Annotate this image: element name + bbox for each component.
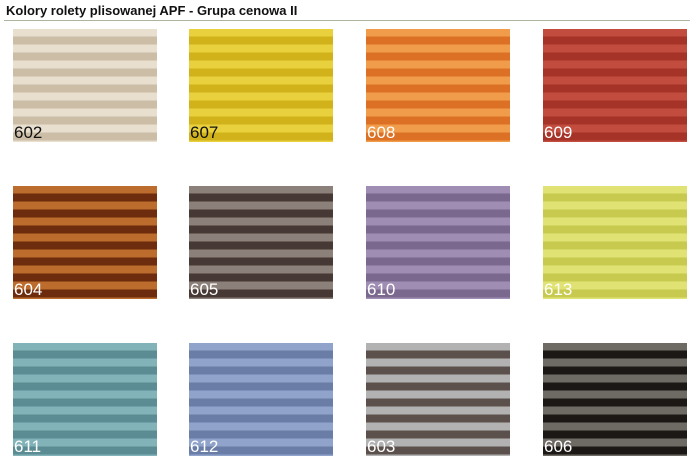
swatch-code-label: 613 <box>544 280 573 299</box>
swatch-code-label: 606 <box>544 437 573 456</box>
color-swatch-604[interactable]: 604 <box>13 186 157 299</box>
swatch-code-label: 604 <box>14 280 43 299</box>
color-swatch-611[interactable]: 611 <box>13 343 157 456</box>
title-divider <box>4 20 690 21</box>
swatch-code-label: 607 <box>190 123 219 142</box>
swatch-code-label: 610 <box>367 280 396 299</box>
color-swatch-606[interactable]: 606 <box>543 343 687 456</box>
swatch-code-label: 603 <box>367 437 396 456</box>
color-swatch-603[interactable]: 603 <box>366 343 510 456</box>
swatch-code-label: 608 <box>367 123 396 142</box>
color-swatch-608[interactable]: 608 <box>366 29 510 142</box>
color-swatch-605[interactable]: 605 <box>189 186 333 299</box>
swatch-code-label: 609 <box>544 123 573 142</box>
color-swatch-612[interactable]: 612 <box>189 343 333 456</box>
page-title: Kolory rolety plisowanej APF - Grupa cen… <box>6 3 298 18</box>
color-swatch-610[interactable]: 610 <box>366 186 510 299</box>
color-swatch-607[interactable]: 607 <box>189 29 333 142</box>
color-swatch-602[interactable]: 602 <box>13 29 157 142</box>
swatch-code-label: 611 <box>14 437 42 456</box>
swatch-code-label: 612 <box>190 437 219 456</box>
swatch-code-label: 602 <box>14 123 43 142</box>
swatch-code-label: 605 <box>190 280 219 299</box>
color-swatch-613[interactable]: 613 <box>543 186 687 299</box>
color-swatch-609[interactable]: 609 <box>543 29 687 142</box>
